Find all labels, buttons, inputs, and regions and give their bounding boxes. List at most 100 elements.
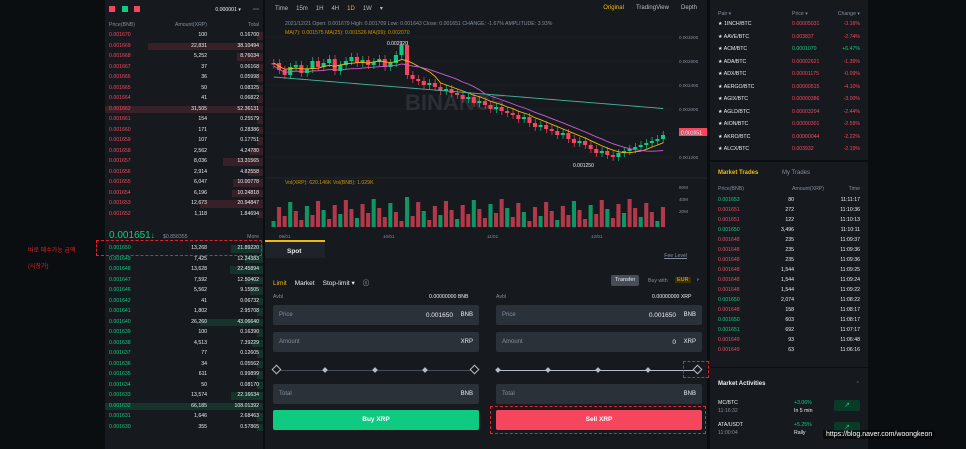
orderbook-row[interactable]: 0.001646 5,562 9.15505 [105, 286, 263, 296]
orderbook-row[interactable]: 0.001662 31,505 52.36131 [105, 105, 263, 115]
orderbook-row[interactable]: 0.001636 34 0.05562 [105, 360, 263, 370]
orderbook-row[interactable]: 0.001661 154 0.25579 [105, 115, 263, 125]
orderbook-row[interactable]: 0.001670 100 0.16700 [105, 31, 263, 41]
orderbook-row[interactable]: 0.001658 2,562 4.24780 [105, 147, 263, 157]
buy-with-label[interactable]: Buy with [648, 278, 668, 284]
orderbook-row[interactable]: 0.001654 6,196 10.24818 [105, 189, 263, 199]
sell-amount-input[interactable]: Amount 0 XRP [496, 332, 702, 352]
pair-row[interactable]: ★ ACM/BTC 0.0001070 +6.47% [710, 45, 868, 55]
order-type-1[interactable]: Market [294, 280, 315, 287]
activity-row[interactable]: ATA/USDT 11:00:04 +5.25% Rally ↗ [710, 420, 868, 440]
buy-total-input[interactable]: Total BNB [273, 384, 479, 404]
pair-row[interactable]: ★ AION/BTC 0.00000301 -2.59% [710, 120, 868, 130]
orderbook-row[interactable]: 0.001647 7,592 12.50402 [105, 276, 263, 286]
pair-row[interactable]: ★ ADA/BTC 0.00002621 -1.39% [710, 58, 868, 68]
orderbook-row[interactable]: 0.001659 107 0.17751 [105, 136, 263, 146]
pairs-header-price[interactable]: Price ▾ [792, 11, 808, 17]
fee-level-link[interactable]: Fee Level [664, 253, 687, 259]
pair-row[interactable]: ★ AKRO/BTC 0.00000044 -2.22% [710, 133, 868, 143]
transfer-button[interactable]: Transfer [611, 275, 640, 286]
orderbook-row[interactable]: 0.001638 4,513 7.39229 [105, 339, 263, 349]
orderbook-row[interactable]: 0.001652 1,118 1.84694 [105, 210, 263, 220]
orderbook-row[interactable]: 0.001667 37 0.06168 [105, 63, 263, 73]
activity-row[interactable]: MC/BTC 11:16:32 +3.06% In 5 min ↗ [710, 398, 868, 418]
up-arrow-icon[interactable]: ↗ [834, 400, 860, 411]
order-type-0[interactable]: Limit [273, 280, 287, 287]
interval-1W[interactable]: 1W [362, 6, 372, 12]
orderbook-row[interactable]: 0.001648 13,628 22.45894 [105, 265, 263, 275]
interval-▾[interactable]: ▾ [379, 6, 383, 12]
chevron-right-icon[interactable]: › [697, 277, 699, 283]
pair-row[interactable]: ★ ALCX/BTC 0.003932 -2.19% [710, 145, 868, 155]
orderbook-row[interactable]: 0.001632 66,185 108.01392 [105, 402, 263, 412]
trade-amount: 2,074 [781, 297, 794, 303]
pair-row[interactable]: ★ AAVE/BTC 0.003837 -2.74% [710, 33, 868, 43]
order-type-2[interactable]: Stop-limit ▾ [322, 280, 355, 287]
orderbook-row[interactable]: 0.001669 22,831 38.10494 [105, 42, 263, 52]
y-tick: 0.003200 [679, 35, 699, 40]
interval-Time[interactable]: Time [275, 6, 289, 12]
collapse-icon[interactable]: ⌃ [855, 381, 860, 387]
order-type-3[interactable]: ⓘ [362, 280, 370, 287]
orderbook-row[interactable]: 0.001633 13,574 22.16634 [105, 391, 263, 401]
orderbook-row[interactable]: 0.001665 50 0.08325 [105, 84, 263, 94]
orderbook-row[interactable]: 0.001631 1,646 2.68463 [105, 412, 263, 422]
orderbook-row[interactable]: 0.001653 12,673 20.94847 [105, 199, 263, 209]
buy-amount-slider[interactable] [271, 364, 480, 375]
row-price: 0.001662 [109, 105, 131, 112]
price-chart[interactable]: BINANCE0.0029200.0012500.0016510.0032000… [265, 15, 707, 240]
orderbook-row[interactable]: 0.001649 7,425 12.24383 [105, 255, 263, 265]
tab-my-trades[interactable]: My Trades [782, 170, 811, 176]
view-depth[interactable]: Depth [680, 5, 697, 11]
orderbook-row[interactable]: 0.001639 100 0.16390 [105, 328, 263, 338]
tab-market-trades[interactable]: Market Trades [718, 170, 759, 176]
more-link[interactable]: More [247, 234, 259, 240]
sell-xrp-button[interactable]: Sell XRP [496, 410, 702, 430]
orderbook-view-icons[interactable] [109, 6, 141, 14]
orderbook-row[interactable]: 0.001655 6,047 10.00778 [105, 178, 263, 188]
buy-slider-knob[interactable] [271, 364, 282, 375]
tab-spot[interactable]: Spot [265, 240, 325, 258]
pair-row[interactable]: ★ 1INCH/BTC 0.00005031 -3.16% [710, 20, 868, 30]
pair-row[interactable]: ★ AGLD/BTC 0.00003204 -2.44% [710, 108, 868, 118]
interval-4H[interactable]: 4H [331, 6, 340, 12]
orderbook-row[interactable]: 0.001634 50 0.08170 [105, 381, 263, 391]
view-tradingview[interactable]: TradingView [635, 5, 669, 11]
buy-xrp-button[interactable]: Buy XRP [273, 410, 479, 430]
up-arrow-icon[interactable]: ↗ [834, 422, 860, 433]
both-view-icon[interactable] [109, 6, 115, 12]
pair-row[interactable]: ★ AGIX/BTC 0.00000386 -3.00% [710, 95, 868, 105]
orderbook-row[interactable]: 0.001630 355 0.57865 [105, 423, 263, 433]
sell-price-input[interactable]: Price 0.001650 BNB [496, 305, 702, 325]
eur-badge[interactable]: EUR [675, 277, 691, 283]
orderbook-row[interactable]: 0.001640 26,260 43.06640 [105, 318, 263, 328]
orderbook-row[interactable]: 0.001657 8,036 13.31565 [105, 157, 263, 167]
view-original[interactable]: Original [603, 5, 624, 11]
pair-row[interactable]: ★ AERGO/BTC 0.00000515 -4.10% [710, 83, 868, 93]
buy-amount-input[interactable]: Amount XRP [273, 332, 479, 352]
sell-amount-slider[interactable] [495, 364, 703, 375]
orderbook-row[interactable]: 0.001635 611 0.99899 [105, 370, 263, 380]
precision-select[interactable]: 0.000001 ▾ [215, 7, 241, 13]
orderbook-row[interactable]: 0.001637 77 0.12605 [105, 349, 263, 359]
orderbook-row[interactable]: 0.001668 5,252 8.76034 [105, 52, 263, 62]
orderbook-row[interactable]: 0.001660 171 0.28386 [105, 126, 263, 136]
pairs-header-change[interactable]: Change ▾ [837, 11, 860, 17]
asks-view-icon[interactable] [134, 6, 141, 12]
more-dots-icon[interactable]: ⋯ [253, 7, 259, 13]
sell-total-input[interactable]: Total BNB [496, 384, 702, 404]
interval-15m[interactable]: 15m [296, 6, 308, 12]
pairs-header-pair[interactable]: Pair ▾ [718, 11, 732, 17]
orderbook-row[interactable]: 0.001664 41 0.06822 [105, 94, 263, 104]
pair-row[interactable]: ★ ADX/BTC 0.00001175 -0.09% [710, 70, 868, 80]
buy-slider-max[interactable] [469, 364, 480, 375]
orderbook-row[interactable]: 0.001656 2,914 4.82558 [105, 168, 263, 178]
interval-1D[interactable]: 1D [347, 6, 355, 12]
interval-1H[interactable]: 1H [315, 6, 324, 12]
orderbook-row[interactable]: 0.001650 13,268 21.89220 [105, 244, 263, 254]
orderbook-row[interactable]: 0.001641 1,802 2.95708 [105, 307, 263, 317]
orderbook-row[interactable]: 0.001666 36 0.05998 [105, 73, 263, 83]
orderbook-row[interactable]: 0.001642 41 0.06732 [105, 297, 263, 307]
bids-view-icon[interactable] [121, 6, 128, 12]
buy-price-input[interactable]: Price 0.001650 BNB [273, 305, 479, 325]
